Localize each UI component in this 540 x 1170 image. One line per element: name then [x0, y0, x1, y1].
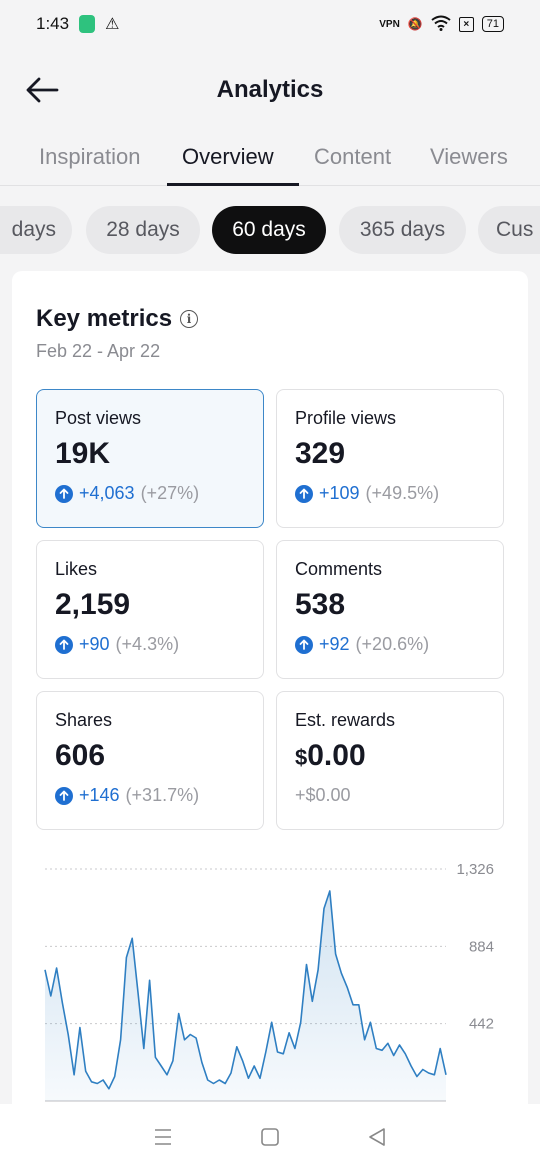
metric-change: +109 (+49.5%): [295, 483, 485, 504]
y-tick-label: 1,326: [456, 861, 494, 878]
arrow-up-icon: [55, 484, 73, 503]
home-button[interactable]: [255, 1122, 285, 1152]
home-square-icon: [261, 1128, 279, 1146]
tab-bar: Inspiration Overview Content Viewers: [0, 130, 540, 186]
date-range: Feb 22 - Apr 22: [36, 341, 161, 361]
wifi-icon: [431, 15, 451, 34]
header: Analytics: [0, 60, 540, 120]
recents-button[interactable]: [148, 1122, 178, 1152]
metric-profile-views[interactable]: Profile views 329 +109 (+49.5%): [276, 389, 504, 528]
page-title: Analytics: [216, 76, 324, 103]
metric-value: 538: [295, 588, 346, 621]
arrow-up-icon: [295, 484, 313, 503]
metric-value: 329: [295, 437, 346, 470]
sim-icon: ×: [458, 16, 474, 32]
metric-delta: +90: [79, 634, 110, 654]
metric-amount: 0.00: [307, 739, 366, 772]
key-metrics-heading: Key metrics i: [36, 305, 199, 333]
arrow-up-icon: [295, 635, 313, 654]
chip-days[interactable]: days: [0, 206, 72, 254]
warning-icon: ⚠: [105, 16, 120, 33]
metric-label: Comments: [295, 559, 383, 579]
active-tab-indicator: [167, 183, 299, 186]
metric-comments[interactable]: Comments 538 +92 (+20.6%): [276, 540, 504, 679]
metric-delta: +109: [319, 483, 360, 503]
metric-change: +146 (+31.7%): [55, 785, 245, 806]
metric-delta: +146: [79, 785, 120, 805]
key-metrics-card: Key metrics i Feb 22 - Apr 22 Post views…: [12, 271, 528, 1170]
tab-overview[interactable]: Overview: [182, 144, 274, 169]
metric-percent: (+31.7%): [125, 785, 200, 805]
metric-percent: (+20.6%): [355, 634, 430, 654]
metric-label: Likes: [55, 559, 98, 579]
chip-custom[interactable]: Cus: [478, 206, 540, 254]
metric-post-views[interactable]: Post views 19K +4,063 (+27%): [36, 389, 264, 528]
metric-likes[interactable]: Likes 2,159 +90 (+4.3%): [36, 540, 264, 679]
key-metrics-title: Key metrics: [36, 305, 173, 332]
metric-change: +$0.00: [295, 785, 485, 806]
info-icon[interactable]: i: [180, 310, 199, 328]
y-tick-label: 884: [469, 938, 494, 955]
metric-est-rewards[interactable]: Est. rewards $0.00 +$0.00: [276, 691, 504, 830]
status-time: 1:43: [36, 14, 70, 33]
menu-icon: [155, 1129, 172, 1145]
tab-viewers[interactable]: Viewers: [430, 144, 508, 169]
back-button[interactable]: [24, 72, 60, 108]
arrow-up-icon: [55, 786, 73, 805]
metric-label: Shares: [55, 710, 113, 730]
chip-365-days[interactable]: 365 days: [339, 206, 466, 254]
metric-value: $0.00: [295, 739, 485, 773]
series-line: [44, 890, 447, 1090]
metric-value: 2,159: [55, 588, 131, 621]
metric-delta: +4,063: [79, 483, 135, 503]
app-notification-icon: [79, 15, 96, 33]
status-bar: 1:43 ⚠ VPN 🔕 × 71: [0, 0, 540, 48]
tab-inspiration[interactable]: Inspiration: [39, 144, 141, 169]
system-nav-bar: [0, 1104, 540, 1170]
metric-percent: (+27%): [140, 483, 200, 503]
back-nav-button[interactable]: [362, 1122, 392, 1152]
metric-shares[interactable]: Shares 606 +146 (+31.7%): [36, 691, 264, 830]
metric-delta: +92: [319, 634, 350, 654]
metric-label: Post views: [55, 408, 142, 428]
chip-28-days[interactable]: 28 days: [86, 206, 200, 254]
date-range-chips: days 28 days 60 days 365 days Cus: [0, 206, 540, 254]
triangle-back-icon: [368, 1128, 385, 1146]
mute-icon: 🔕: [407, 17, 423, 31]
metric-label: Profile views: [295, 408, 397, 428]
chip-60-days[interactable]: 60 days: [212, 206, 326, 254]
battery-icon: 71: [481, 16, 504, 32]
metric-change: +4,063 (+27%): [55, 483, 245, 504]
arrow-left-icon: [26, 77, 59, 103]
vpn-icon: VPN: [379, 18, 400, 30]
area-fill: [45, 891, 446, 1101]
metric-label: Est. rewards: [295, 710, 396, 730]
currency-symbol: $: [295, 745, 308, 770]
metric-value: 606: [55, 739, 106, 772]
tab-content[interactable]: Content: [314, 144, 392, 169]
metric-change: +92 (+20.6%): [295, 634, 485, 655]
metric-delta: +$0.00: [295, 785, 351, 805]
post-views-chart: 1,326 884 442: [44, 861, 494, 1102]
y-tick-label: 442: [469, 1016, 494, 1033]
arrow-up-icon: [55, 635, 73, 654]
metric-percent: (+4.3%): [115, 634, 180, 654]
metric-change: +90 (+4.3%): [55, 634, 245, 655]
metric-percent: (+49.5%): [365, 483, 440, 503]
metric-value: 19K: [55, 437, 111, 470]
